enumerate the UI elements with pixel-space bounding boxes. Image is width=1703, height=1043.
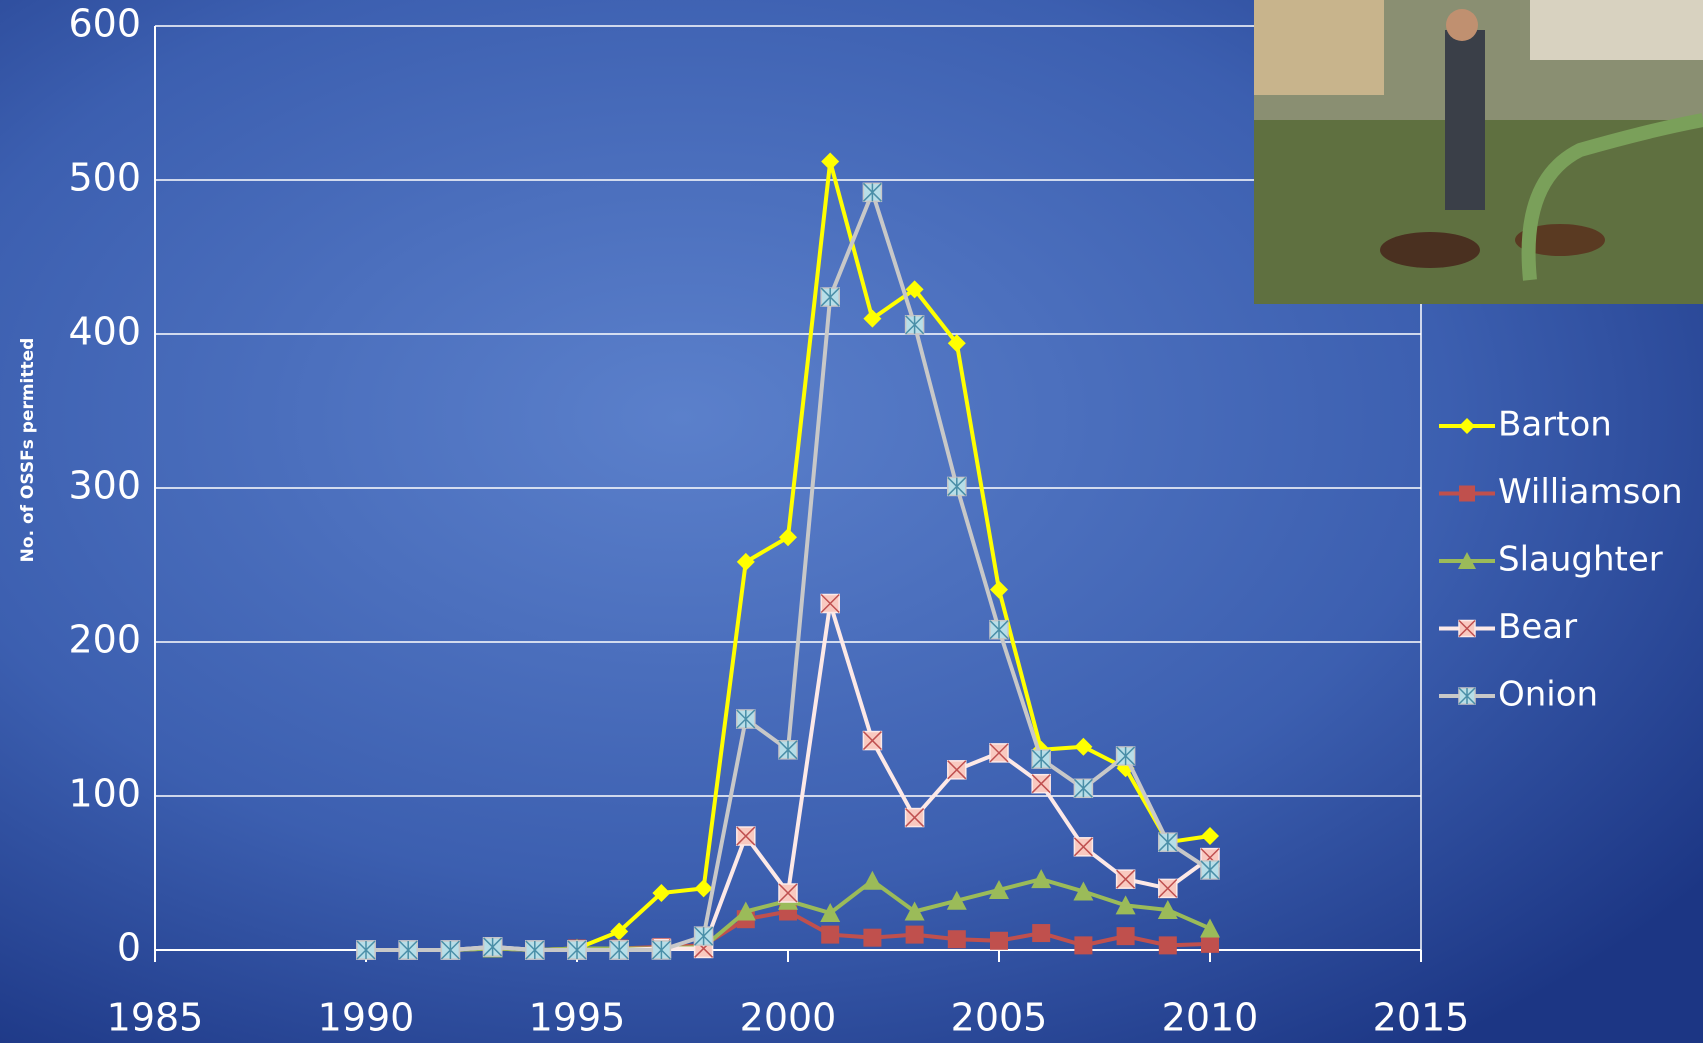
marker: [990, 744, 1008, 762]
marker: [906, 809, 924, 827]
legend-label: Slaughter: [1498, 540, 1663, 580]
marker: [1074, 936, 1092, 954]
y-tick-label: 0: [117, 926, 141, 970]
x-tick-label: 2005: [951, 996, 1048, 1040]
marker: [1032, 924, 1050, 942]
marker: [1459, 688, 1475, 704]
marker: [1459, 621, 1475, 637]
marker: [906, 316, 924, 334]
marker: [779, 741, 797, 759]
y-tick-label: 600: [68, 2, 141, 46]
marker-shape: [948, 930, 966, 948]
marker: [863, 732, 881, 750]
x-tick-label: 2010: [1162, 996, 1259, 1040]
marker-shape: [821, 926, 839, 944]
x-tick-label: 1985: [107, 996, 204, 1040]
marker-shape: [990, 932, 1008, 950]
marker-shape: [1074, 936, 1092, 954]
marker: [1117, 870, 1135, 888]
marker: [1032, 775, 1050, 793]
marker: [357, 941, 375, 959]
marker: [990, 621, 1008, 639]
marker-shape: [1159, 936, 1177, 954]
marker: [1201, 861, 1219, 879]
photo: [1254, 0, 1703, 304]
x-tick-label: 2015: [1373, 996, 1470, 1040]
marker: [610, 941, 628, 959]
marker: [652, 941, 670, 959]
marker: [1459, 486, 1475, 502]
marker: [821, 595, 839, 613]
marker: [695, 927, 713, 945]
x-tick-label: 1995: [529, 996, 626, 1040]
legend-label: Bear: [1498, 607, 1577, 647]
marker: [526, 941, 544, 959]
marker-shape: [1117, 927, 1135, 945]
marker-shape: [1459, 486, 1475, 502]
chart: No. of OSSFs permitted 0 100 200 300 400 500 6…: [0, 0, 1703, 1043]
marker: [821, 926, 839, 944]
x-tick-label: 1990: [318, 996, 415, 1040]
marker: [948, 930, 966, 948]
marker: [1201, 935, 1219, 953]
marker: [1074, 779, 1092, 797]
marker-shape: [863, 929, 881, 947]
marker: [1117, 927, 1135, 945]
marker: [1159, 833, 1177, 851]
marker: [737, 710, 755, 728]
marker: [484, 938, 502, 956]
marker: [737, 827, 755, 845]
marker: [1159, 879, 1177, 897]
legend-label: Onion: [1498, 675, 1598, 715]
marker-shape: [1201, 935, 1219, 953]
marker: [1074, 838, 1092, 856]
marker: [1159, 936, 1177, 954]
legend-label: Williamson: [1498, 472, 1683, 512]
marker: [863, 183, 881, 201]
marker: [990, 932, 1008, 950]
y-tick-label: 500: [68, 156, 141, 200]
y-tick-label: 400: [68, 310, 141, 354]
marker-shape: [1032, 924, 1050, 942]
marker: [568, 941, 586, 959]
marker: [399, 941, 417, 959]
y-tick-label: 100: [68, 772, 141, 816]
marker: [1032, 750, 1050, 768]
marker: [906, 926, 924, 944]
marker: [1117, 747, 1135, 765]
marker: [948, 477, 966, 495]
y-tick-label: 200: [68, 618, 141, 662]
marker: [863, 929, 881, 947]
marker-shape: [906, 926, 924, 944]
y-axis-title: No. of OSSFs permitted: [18, 338, 38, 563]
marker: [948, 761, 966, 779]
marker: [779, 884, 797, 902]
marker: [821, 288, 839, 306]
y-tick-label: 300: [68, 464, 141, 508]
legend-label: Barton: [1498, 405, 1612, 445]
marker: [441, 941, 459, 959]
x-tick-label: 2000: [740, 996, 837, 1040]
